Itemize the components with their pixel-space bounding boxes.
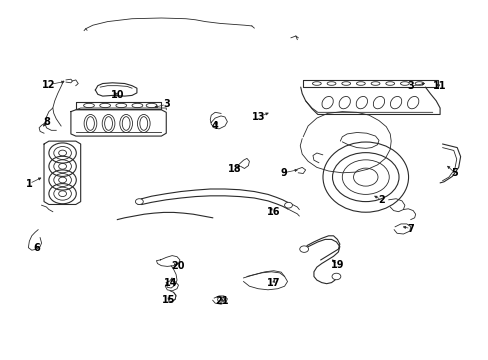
Text: 3: 3 [407,81,413,91]
Text: 9: 9 [280,168,286,178]
Text: 15: 15 [162,294,175,305]
Text: 6: 6 [33,243,40,253]
Text: 18: 18 [227,164,241,174]
Text: 17: 17 [266,278,280,288]
Text: 8: 8 [43,117,50,127]
Text: 11: 11 [432,81,446,91]
Circle shape [331,273,340,280]
Text: 10: 10 [110,90,124,100]
Text: 14: 14 [164,278,178,288]
Text: 5: 5 [450,168,457,178]
Text: 2: 2 [377,195,384,205]
Text: 21: 21 [215,296,229,306]
Text: 19: 19 [330,260,344,270]
Circle shape [284,202,292,208]
Text: 1: 1 [26,179,33,189]
Text: 7: 7 [407,224,413,234]
Circle shape [135,199,143,204]
Text: 3: 3 [163,99,169,109]
Circle shape [299,246,308,252]
Circle shape [217,297,224,302]
Text: 16: 16 [266,207,280,217]
Text: 20: 20 [171,261,185,271]
Text: 4: 4 [211,121,218,131]
Text: 12: 12 [42,80,56,90]
Text: 13: 13 [252,112,265,122]
